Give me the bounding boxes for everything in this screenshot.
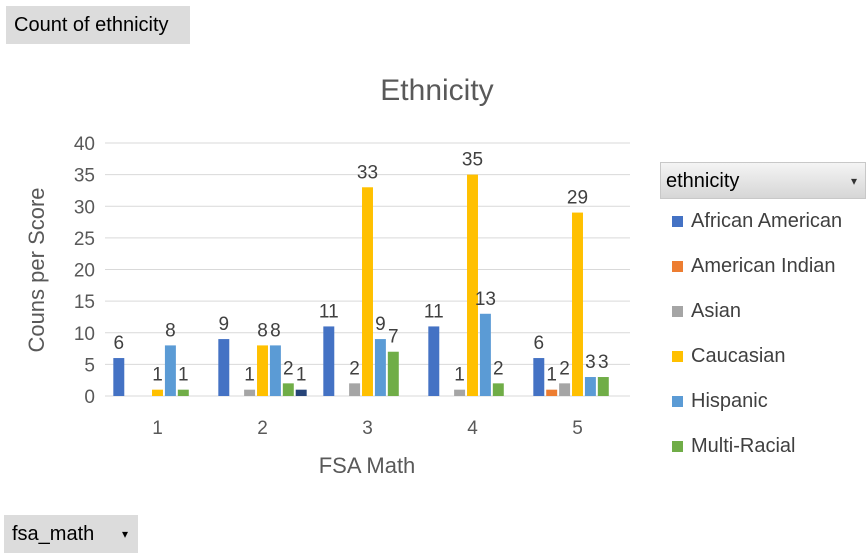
data-label: 1	[152, 365, 163, 386]
y-tick-label: 25	[74, 229, 95, 250]
data-label: 3	[598, 352, 609, 373]
data-label: 2	[283, 358, 294, 379]
value-field-label: Count of ethnicity	[14, 14, 169, 36]
bar	[113, 358, 125, 396]
data-label: 2	[559, 358, 570, 379]
bar	[349, 383, 361, 396]
data-label: 13	[475, 289, 496, 310]
x-tick-label: 1	[152, 418, 163, 439]
data-label: 3	[585, 352, 596, 373]
legend-field-button[interactable]: ethnicity ▾	[660, 162, 866, 199]
x-tick-label: 2	[257, 418, 268, 439]
bar	[467, 174, 478, 396]
bar	[454, 389, 466, 396]
legend-swatch	[672, 306, 683, 317]
y-tick-label: 15	[74, 292, 95, 313]
bar	[546, 389, 558, 396]
data-label: 33	[357, 162, 378, 183]
x-tick-label: 4	[467, 418, 478, 439]
value-field-button[interactable]: Count of ethnicity	[6, 6, 190, 44]
y-axis-title: Couns per Score	[24, 187, 49, 352]
data-label: 8	[257, 320, 268, 341]
data-label: 1	[454, 365, 465, 386]
legend-label: Asian	[691, 300, 742, 322]
data-label: 8	[165, 320, 176, 341]
bar	[269, 345, 281, 396]
bar	[533, 358, 545, 396]
axis-field-button[interactable]: fsa_math ▾	[4, 515, 138, 553]
data-label: 8	[270, 320, 281, 341]
legend-label: American Indian	[691, 255, 836, 277]
data-label: 1	[178, 365, 189, 386]
data-label: 2	[493, 358, 504, 379]
y-tick-label: 40	[74, 134, 95, 155]
data-label: 7	[388, 327, 399, 348]
bar	[572, 212, 583, 396]
bar	[218, 339, 230, 396]
y-tick-label: 5	[84, 355, 95, 376]
legend-swatch	[672, 351, 683, 362]
data-label: 35	[462, 150, 483, 171]
legend-swatch	[672, 396, 683, 407]
axis-field-label: fsa_math	[12, 523, 95, 545]
y-tick-label: 20	[74, 261, 95, 282]
bar	[374, 339, 386, 396]
data-label: 9	[219, 314, 230, 335]
chart-title: Ethnicity	[380, 74, 493, 107]
y-tick-label: 35	[74, 166, 95, 187]
legend-label: African American	[691, 210, 843, 232]
legend-swatch	[672, 216, 683, 227]
bar	[323, 326, 335, 396]
bar	[597, 377, 609, 396]
bar	[428, 326, 440, 396]
bar	[164, 345, 176, 396]
legend-label: Caucasian	[691, 345, 786, 367]
bar	[387, 351, 399, 396]
legend-swatch	[672, 261, 683, 272]
x-axis-ticks: 1 2 3 4 5	[152, 418, 583, 439]
bar	[584, 377, 596, 396]
data-label: 1	[244, 365, 255, 386]
y-axis-ticks: 0 5 10 15 20 25 30 35 40	[74, 134, 95, 408]
x-tick-label: 5	[572, 418, 583, 439]
legend-swatch	[672, 441, 683, 452]
y-tick-label: 10	[74, 324, 95, 345]
y-tick-label: 0	[84, 387, 95, 408]
data-label: 11	[319, 301, 339, 322]
bar	[295, 389, 307, 396]
data-label: 9	[375, 314, 386, 335]
bar	[479, 313, 491, 396]
bars	[113, 174, 609, 396]
bar	[177, 389, 189, 396]
bar	[362, 187, 373, 396]
bar	[559, 383, 571, 396]
bar	[282, 383, 294, 396]
data-label: 6	[534, 333, 545, 354]
bar	[244, 389, 256, 396]
data-label: 11	[424, 301, 444, 322]
legend-label: Multi-Racial	[691, 435, 796, 457]
data-label: 29	[567, 188, 588, 209]
y-tick-label: 30	[74, 197, 95, 218]
bar	[492, 383, 504, 396]
chevron-down-icon[interactable]: ▾	[850, 174, 857, 188]
data-label: 2	[349, 358, 360, 379]
x-axis-title: FSA Math	[319, 453, 416, 478]
data-label: 6	[114, 333, 125, 354]
data-label: 1	[546, 365, 557, 386]
chevron-down-icon[interactable]: ▾	[121, 527, 128, 541]
bar	[257, 345, 268, 396]
x-tick-label: 3	[362, 418, 373, 439]
legend-field-label: ethnicity	[666, 170, 740, 192]
legend-label: Hispanic	[691, 390, 768, 412]
data-label: 1	[296, 365, 307, 386]
bar	[152, 389, 163, 396]
